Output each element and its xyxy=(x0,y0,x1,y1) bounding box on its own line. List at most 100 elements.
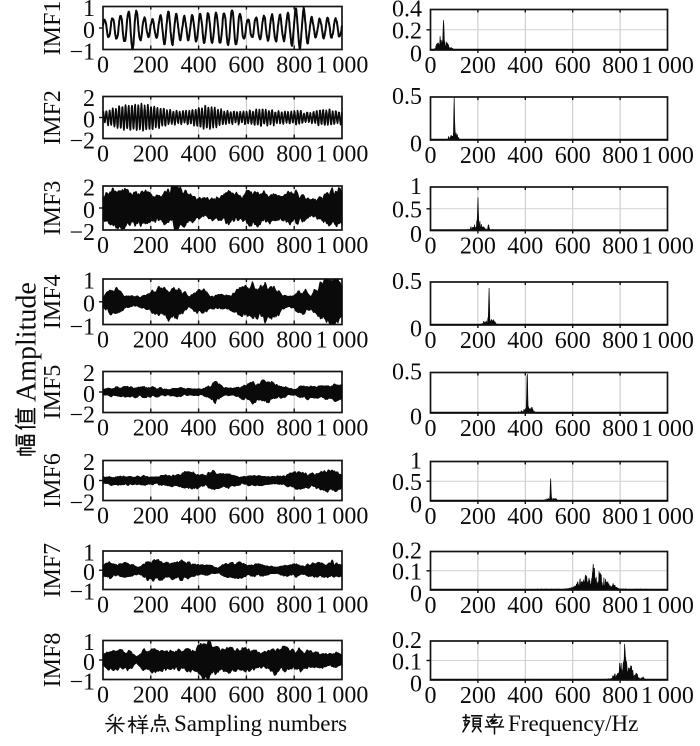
svg-text:2: 2 xyxy=(83,86,95,112)
svg-text:800: 800 xyxy=(276,233,312,259)
svg-text:0: 0 xyxy=(97,233,109,259)
svg-text:800: 800 xyxy=(276,593,312,619)
svg-text:0: 0 xyxy=(410,581,422,607)
svg-text:0: 0 xyxy=(425,328,437,354)
svg-text:0.5: 0.5 xyxy=(392,470,422,496)
svg-text:0: 0 xyxy=(410,404,422,430)
svg-text:1 000: 1 000 xyxy=(641,234,694,260)
svg-text:0: 0 xyxy=(97,416,109,442)
svg-text:800: 800 xyxy=(602,683,638,709)
svg-text:600: 600 xyxy=(228,504,264,530)
svg-text:0: 0 xyxy=(425,143,437,169)
svg-text:0: 0 xyxy=(83,18,95,44)
svg-text:200: 200 xyxy=(133,683,169,709)
svg-text:400: 400 xyxy=(507,234,543,260)
svg-text:1 000: 1 000 xyxy=(641,593,694,619)
svg-text:600: 600 xyxy=(555,416,591,442)
svg-text:800: 800 xyxy=(602,593,638,619)
svg-text:1 000: 1 000 xyxy=(641,683,694,709)
svg-text:400: 400 xyxy=(181,142,217,168)
svg-text:0.2: 0.2 xyxy=(392,19,422,45)
svg-text:800: 800 xyxy=(276,683,312,709)
svg-text:0: 0 xyxy=(410,492,422,518)
svg-text:400: 400 xyxy=(507,593,543,619)
svg-text:400: 400 xyxy=(181,683,217,709)
svg-text:1: 1 xyxy=(83,541,95,567)
svg-text:−1: −1 xyxy=(69,39,95,65)
svg-text:600: 600 xyxy=(555,143,591,169)
svg-text:600: 600 xyxy=(228,233,264,259)
svg-text:200: 200 xyxy=(460,593,496,619)
svg-text:1: 1 xyxy=(410,449,422,475)
svg-text:200: 200 xyxy=(460,683,496,709)
svg-text:200: 200 xyxy=(460,416,496,442)
svg-text:600: 600 xyxy=(228,53,264,79)
svg-text:400: 400 xyxy=(181,53,217,79)
svg-text:0: 0 xyxy=(425,683,437,709)
svg-text:1 000: 1 000 xyxy=(641,504,694,530)
svg-text:200: 200 xyxy=(133,504,169,530)
svg-text:Frequency/Hz: Frequency/Hz xyxy=(508,711,638,736)
svg-text:400: 400 xyxy=(507,143,543,169)
svg-text:400: 400 xyxy=(507,683,543,709)
svg-text:0.5: 0.5 xyxy=(392,198,422,224)
svg-text:200: 200 xyxy=(460,143,496,169)
svg-text:1 000: 1 000 xyxy=(316,593,369,619)
svg-text:IMF4: IMF4 xyxy=(40,274,66,329)
svg-text:200: 200 xyxy=(133,233,169,259)
svg-text:−2: −2 xyxy=(69,220,95,246)
svg-text:400: 400 xyxy=(507,53,543,79)
svg-text:400: 400 xyxy=(181,233,217,259)
svg-text:800: 800 xyxy=(602,416,638,442)
svg-text:0: 0 xyxy=(425,234,437,260)
svg-text:800: 800 xyxy=(276,504,312,530)
svg-text:0: 0 xyxy=(410,131,422,157)
svg-text:800: 800 xyxy=(602,328,638,354)
svg-text:1: 1 xyxy=(83,0,95,22)
svg-text:1 000: 1 000 xyxy=(641,416,694,442)
svg-text:−2: −2 xyxy=(69,128,95,154)
svg-text:IMF7: IMF7 xyxy=(40,543,66,598)
svg-text:200: 200 xyxy=(133,416,169,442)
svg-text:−1: −1 xyxy=(69,579,95,605)
svg-text:1 000: 1 000 xyxy=(641,143,694,169)
svg-text:0.2: 0.2 xyxy=(392,628,422,654)
svg-text:−1: −1 xyxy=(69,669,95,695)
svg-text:600: 600 xyxy=(555,683,591,709)
svg-text:800: 800 xyxy=(276,142,312,168)
svg-text:400: 400 xyxy=(181,593,217,619)
svg-text:IMF6: IMF6 xyxy=(40,453,66,508)
svg-text:0: 0 xyxy=(410,41,422,67)
svg-text:0.5: 0.5 xyxy=(392,84,422,110)
svg-text:0: 0 xyxy=(97,683,109,709)
svg-text:2: 2 xyxy=(83,176,95,202)
svg-text:IMF3: IMF3 xyxy=(40,181,66,236)
svg-text:800: 800 xyxy=(276,53,312,79)
svg-text:0: 0 xyxy=(425,53,437,79)
svg-text:0: 0 xyxy=(97,328,109,354)
svg-text:0: 0 xyxy=(97,504,109,530)
svg-text:0: 0 xyxy=(83,470,95,496)
svg-text:600: 600 xyxy=(228,328,264,354)
svg-text:0: 0 xyxy=(83,650,95,676)
svg-text:800: 800 xyxy=(276,416,312,442)
svg-text:400: 400 xyxy=(507,504,543,530)
svg-text:0.1: 0.1 xyxy=(392,649,422,675)
svg-text:600: 600 xyxy=(555,504,591,530)
svg-text:0.2: 0.2 xyxy=(392,539,422,565)
svg-text:200: 200 xyxy=(133,328,169,354)
svg-text:600: 600 xyxy=(228,593,264,619)
svg-text:400: 400 xyxy=(181,416,217,442)
svg-text:IMF1: IMF1 xyxy=(40,1,66,56)
svg-text:600: 600 xyxy=(555,234,591,260)
svg-text:0: 0 xyxy=(83,198,95,224)
svg-text:800: 800 xyxy=(602,234,638,260)
svg-text:0.4: 0.4 xyxy=(392,0,422,23)
svg-text:1 000: 1 000 xyxy=(316,53,369,79)
svg-text:600: 600 xyxy=(555,593,591,619)
svg-text:600: 600 xyxy=(228,142,264,168)
svg-text:IMF2: IMF2 xyxy=(40,90,66,145)
svg-text:0.5: 0.5 xyxy=(392,360,422,386)
svg-text:0: 0 xyxy=(410,671,422,697)
svg-text:800: 800 xyxy=(276,328,312,354)
